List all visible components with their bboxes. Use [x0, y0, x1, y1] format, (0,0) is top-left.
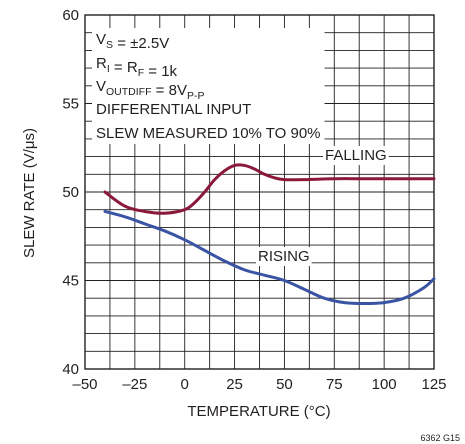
y-tick-label: 50: [62, 184, 79, 201]
series-label-rising: RISING: [258, 248, 310, 265]
x-tick-label: 125: [421, 376, 446, 393]
series-lines: [103, 163, 436, 306]
x-tick-label: –25: [122, 376, 147, 393]
x-tick-label: 100: [372, 376, 397, 393]
x-tick-label: –50: [72, 376, 97, 393]
y-tick-label: 55: [62, 96, 79, 113]
y-tick-label: 40: [62, 361, 79, 378]
figure-id: 6362 G15: [420, 433, 460, 443]
y-axis-label: SLEW RATE (V/μs): [21, 128, 38, 258]
series-label-background: [323, 146, 389, 165]
x-tick-label: 75: [326, 376, 343, 393]
condition-line: VOUTDIFF = 8VP-P: [96, 78, 204, 102]
conditions-background: [92, 28, 325, 144]
x-tick-labels: –50 –25 0 25 50 75 100 125: [72, 376, 446, 393]
y-tick-label: 45: [62, 273, 79, 290]
series-line-rising: [103, 209, 436, 306]
plot-frame: [84, 14, 435, 370]
x-tick-label: 0: [181, 376, 189, 393]
series-labels: FALLING RISING: [256, 146, 389, 266]
x-tick-label: 50: [276, 376, 293, 393]
series-line-falling: [103, 163, 436, 215]
condition-line: DIFFERENTIAL INPUT: [96, 101, 251, 118]
x-tick-label: 25: [226, 376, 243, 393]
plot-border: [84, 14, 435, 370]
y-tick-label: 60: [62, 7, 79, 24]
condition-line: RI = RF = 1k: [96, 55, 178, 80]
y-tick-labels: 40 45 50 55 60: [62, 7, 79, 378]
condition-line: SLEW MEASURED 10% TO 90%: [96, 125, 321, 142]
x-axis-label: TEMPERATURE (°C): [187, 403, 330, 420]
condition-line: VS = ±2.5V: [96, 31, 169, 52]
series-label-falling: FALLING: [325, 147, 387, 164]
series-label-background: [256, 247, 312, 266]
